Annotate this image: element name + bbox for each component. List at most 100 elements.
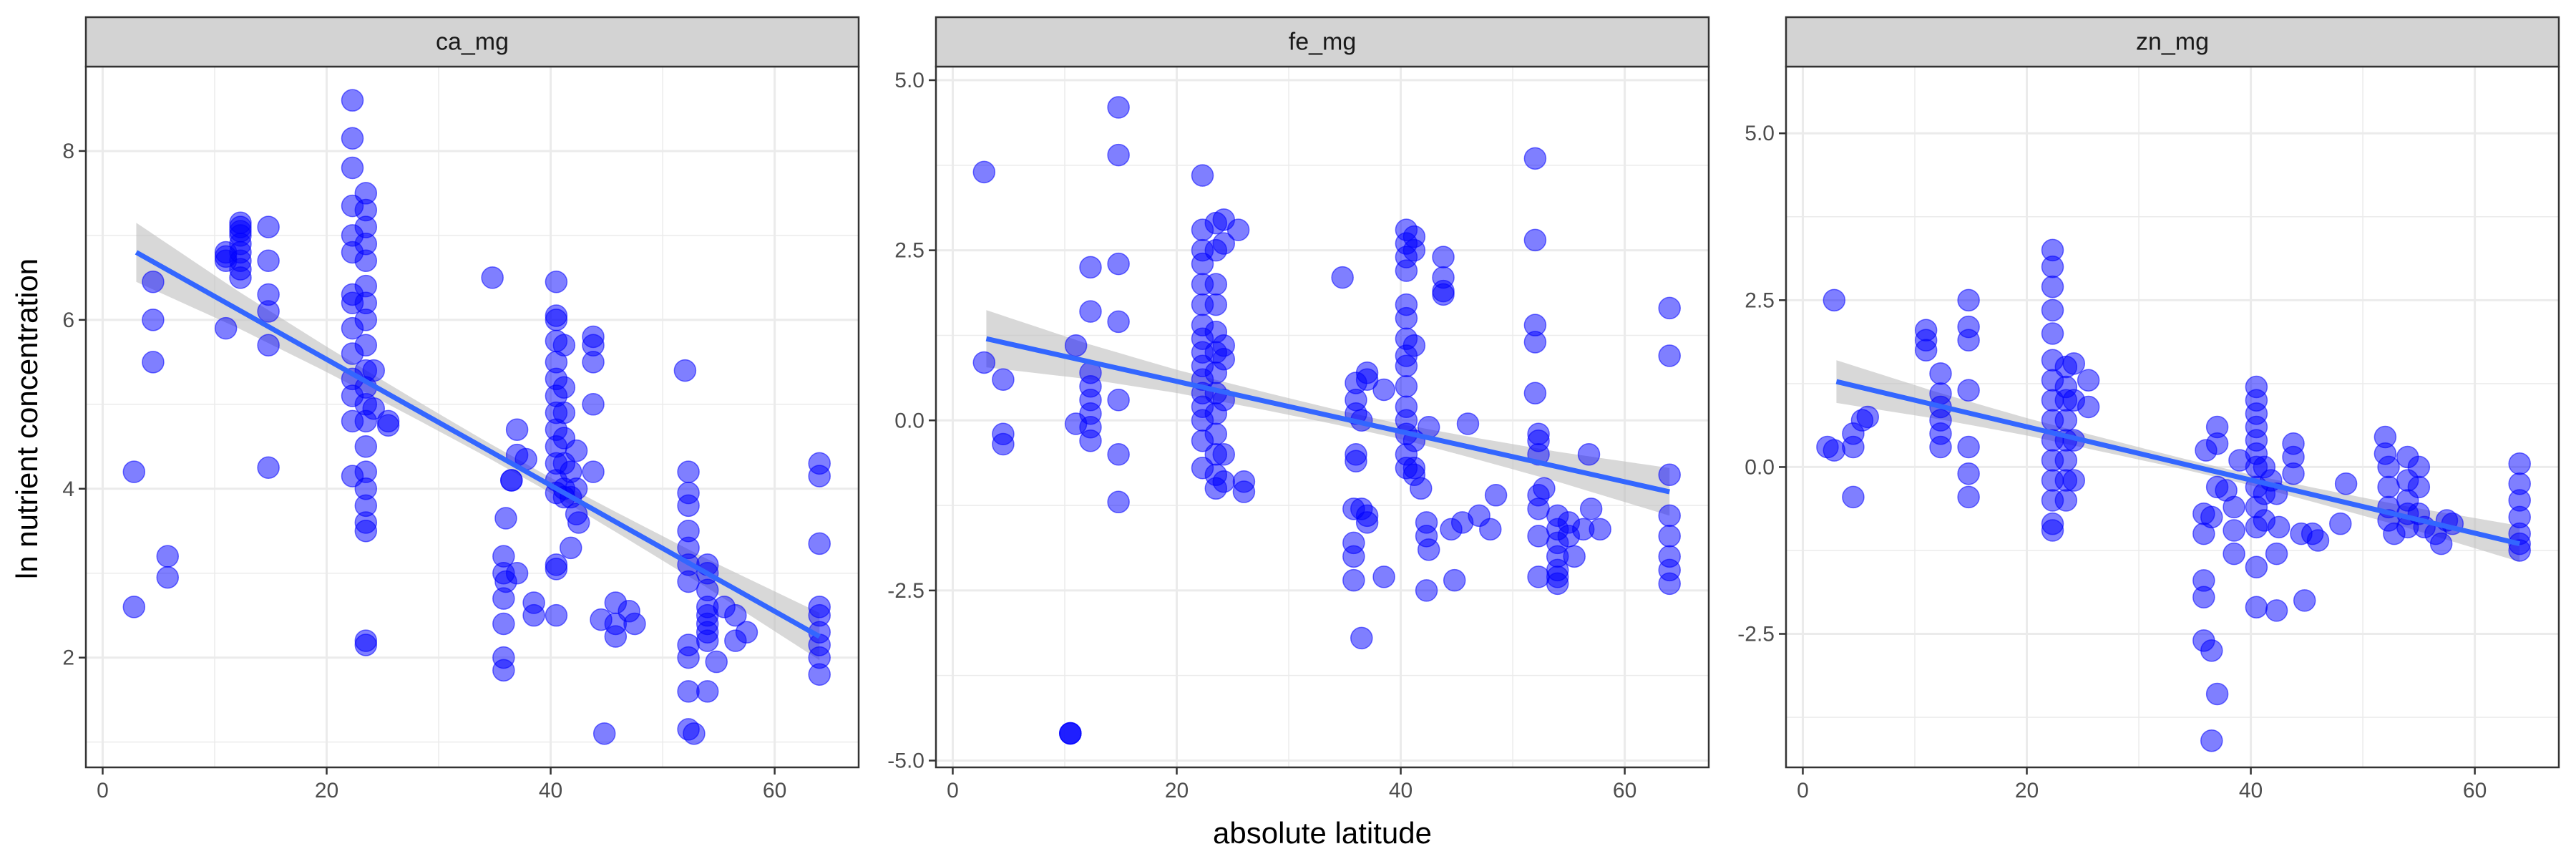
data-point xyxy=(1957,379,1980,402)
data-point xyxy=(1479,518,1502,541)
data-point xyxy=(257,456,280,480)
data-point xyxy=(1212,470,1236,493)
data-point xyxy=(142,309,165,331)
data-point xyxy=(2267,515,2290,539)
data-point xyxy=(2041,275,2064,299)
y-axis-title: ln nutrient concentration xyxy=(10,258,44,579)
data-point xyxy=(1107,96,1130,119)
data-point xyxy=(1527,498,1550,520)
data-point xyxy=(623,612,646,636)
data-point xyxy=(505,418,529,441)
plot-background xyxy=(86,67,859,767)
data-point xyxy=(1402,238,1426,262)
data-point xyxy=(2041,519,2064,542)
data-point xyxy=(1823,439,1846,462)
data-point xyxy=(1350,626,1373,650)
data-point xyxy=(2077,369,2100,392)
facet-strip xyxy=(935,16,1710,68)
data-point xyxy=(1372,378,1395,402)
data-point xyxy=(1059,722,1082,745)
data-point xyxy=(992,368,1015,391)
data-point xyxy=(604,625,628,648)
data-point xyxy=(677,570,700,593)
data-point xyxy=(2223,495,2245,519)
data-point xyxy=(545,309,568,331)
data-point xyxy=(1079,300,1102,323)
plot-background xyxy=(1786,67,2559,767)
data-point xyxy=(1355,511,1379,534)
data-point xyxy=(1432,246,1455,268)
data-point xyxy=(559,536,582,560)
data-point xyxy=(992,432,1015,456)
data-point xyxy=(1527,566,1550,588)
data-point xyxy=(1402,334,1426,357)
data-point xyxy=(1563,545,1586,568)
data-point xyxy=(1232,480,1256,503)
data-point xyxy=(354,334,378,356)
data-point xyxy=(2200,505,2223,529)
data-point xyxy=(2245,596,2268,618)
data-point xyxy=(1957,435,1980,459)
data-point xyxy=(1345,450,1367,473)
x-tick-label: 40 xyxy=(539,779,562,802)
data-point xyxy=(362,359,386,382)
data-point xyxy=(354,435,378,458)
data-point xyxy=(592,722,616,745)
data-point xyxy=(2062,469,2086,492)
data-point xyxy=(494,507,517,530)
data-point xyxy=(567,511,590,534)
data-point xyxy=(2205,682,2229,706)
x-tick-label: 40 xyxy=(2239,779,2263,802)
data-point xyxy=(257,249,280,273)
data-point xyxy=(2293,589,2316,612)
data-point xyxy=(1523,382,1547,404)
data-point xyxy=(1579,498,1603,520)
data-point xyxy=(2508,452,2531,475)
data-point xyxy=(1658,344,1681,367)
data-point xyxy=(696,680,719,703)
data-point xyxy=(2223,519,2245,542)
x-axis-title: absolute latitude xyxy=(1213,816,1432,850)
data-point xyxy=(2508,539,2531,562)
data-point xyxy=(1212,347,1236,371)
panel-fe_mg: fe_mg -5.0 -2.5 0.0 2.5 5.0 0 20 40 60 xyxy=(887,16,1710,802)
facet-strip xyxy=(1785,16,2560,68)
data-point xyxy=(1523,228,1547,252)
data-point xyxy=(683,722,706,745)
data-point xyxy=(1957,288,1980,312)
data-point xyxy=(1079,256,1102,279)
data-point xyxy=(505,561,529,585)
data-point xyxy=(2282,462,2305,485)
data-point xyxy=(1107,443,1130,466)
data-point xyxy=(2041,322,2064,345)
y-tick-label: 2.5 xyxy=(894,239,924,263)
data-point xyxy=(1957,485,1980,509)
data-point xyxy=(2205,432,2229,455)
data-point xyxy=(2077,395,2100,419)
data-point xyxy=(1929,435,1952,459)
data-point xyxy=(1842,485,1865,509)
data-point xyxy=(1658,504,1681,528)
data-point xyxy=(354,309,378,331)
data-point xyxy=(481,266,504,289)
data-point xyxy=(1527,525,1550,548)
data-point xyxy=(2054,409,2078,432)
data-point xyxy=(376,414,400,437)
data-point xyxy=(257,300,280,323)
data-point xyxy=(1355,368,1379,391)
data-point xyxy=(341,127,364,150)
data-point xyxy=(341,89,364,112)
data-point xyxy=(1658,525,1681,548)
data-point xyxy=(972,351,996,374)
data-point xyxy=(1204,293,1228,316)
data-point xyxy=(1533,477,1556,500)
data-point xyxy=(522,603,545,627)
y-tick-label: -2.5 xyxy=(1737,623,1775,646)
x-tick-label: 60 xyxy=(763,779,786,802)
data-point xyxy=(705,650,728,674)
facet-strip-label: zn_mg xyxy=(2136,29,2209,56)
data-point xyxy=(1204,422,1228,446)
x-tick-label: 0 xyxy=(1797,779,1809,802)
data-point xyxy=(122,596,146,618)
data-point xyxy=(142,351,165,374)
